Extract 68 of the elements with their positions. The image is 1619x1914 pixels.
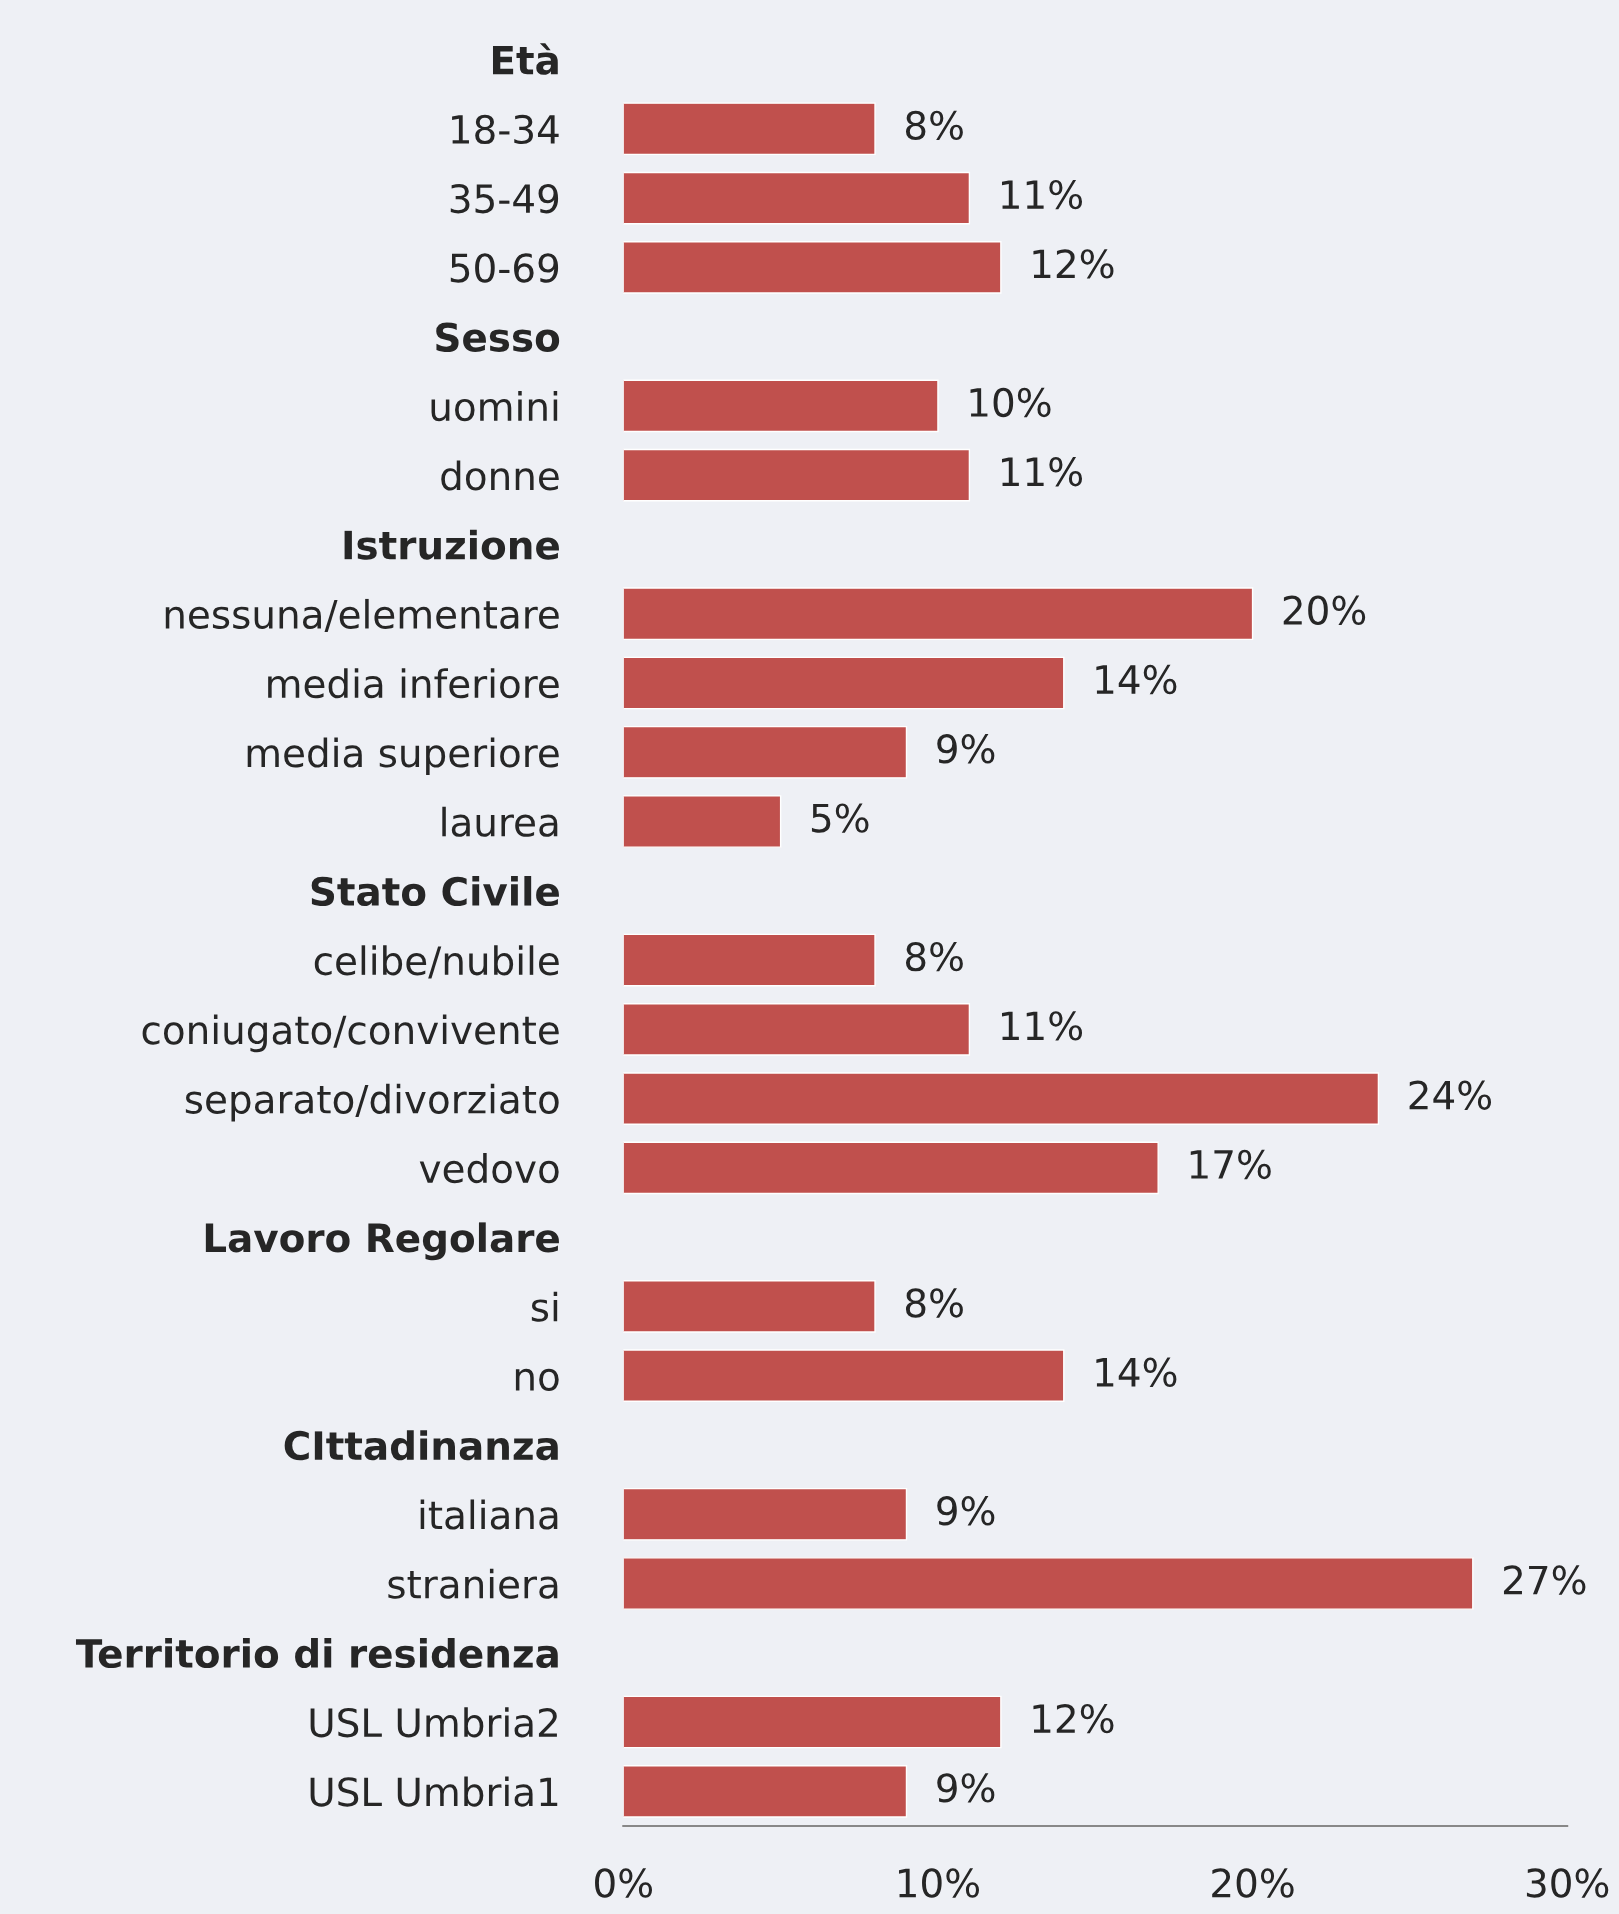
data-label: 14% xyxy=(1096,664,1177,695)
bar xyxy=(623,1764,908,1818)
x-tick-label: 20% xyxy=(1212,1868,1294,1898)
bar xyxy=(623,1487,908,1541)
data-label: 20% xyxy=(1283,595,1366,625)
y-tick-label: Sesso xyxy=(436,322,560,352)
y-tick-label: separato/divorziato xyxy=(185,1083,559,1122)
bar xyxy=(623,241,1002,294)
data-label: 24% xyxy=(1409,1080,1492,1110)
y-tick-label: coniugato/convivente xyxy=(142,1014,559,1053)
y-tick-label: celibe/nubile xyxy=(314,945,559,979)
x-tick-label: 30% xyxy=(1526,1868,1609,1898)
y-tick-label: si xyxy=(531,1291,558,1322)
bar xyxy=(623,1141,1159,1195)
bar xyxy=(623,1280,876,1333)
y-tick-label: laurea xyxy=(442,806,558,837)
y-tick-label: CIttadinanza xyxy=(284,1430,558,1461)
y-tick-label: media superiore xyxy=(247,737,559,776)
bar xyxy=(623,1072,1380,1125)
data-label: 5% xyxy=(811,803,869,833)
y-tick-label: italiana xyxy=(420,1499,558,1530)
y-tick-label: USL Umbria2 xyxy=(310,1707,557,1738)
x-tick-label: 0% xyxy=(595,1868,653,1898)
y-tick-label: nessuna/elementare xyxy=(165,598,559,633)
data-label: 8% xyxy=(905,941,963,972)
y-tick-label: 18-34 xyxy=(452,114,559,145)
y-tick-label: 35-49 xyxy=(450,183,559,214)
x-tick-label: 10% xyxy=(898,1868,980,1898)
bar xyxy=(623,102,876,156)
y-tick-label: Istruzione xyxy=(344,529,559,560)
data-label: 14% xyxy=(1096,1357,1177,1387)
data-label: 9% xyxy=(937,734,995,764)
data-label: 11% xyxy=(1001,457,1083,487)
bar xyxy=(623,1003,971,1056)
bar xyxy=(623,587,1254,641)
data-label: 9% xyxy=(937,1496,995,1526)
data-label: 8% xyxy=(905,110,963,141)
bar xyxy=(623,448,971,502)
data-label: 9% xyxy=(937,1773,995,1803)
y-tick-label: donne xyxy=(441,460,559,491)
y-tick-label: Lavoro Regolare xyxy=(205,1222,559,1261)
bar xyxy=(623,795,782,848)
data-label: 17% xyxy=(1190,1149,1271,1180)
bar xyxy=(623,656,1065,710)
y-tick-label: vedovo xyxy=(419,1153,559,1184)
data-label: 11% xyxy=(1001,179,1083,210)
y-tick-label: media inferiore xyxy=(268,668,559,699)
bar xyxy=(623,1349,1065,1403)
y-tick-label: USL Umbria1 xyxy=(310,1776,558,1807)
data-label: 11% xyxy=(1001,1011,1083,1041)
data-label: 12% xyxy=(1033,1703,1114,1734)
y-tick-label: uomini xyxy=(431,391,558,422)
data-label: 10% xyxy=(970,387,1051,418)
data-label: 27% xyxy=(1503,1565,1586,1595)
bar xyxy=(623,933,876,987)
y-tick-label: 50-69 xyxy=(450,253,559,283)
y-tick-label: no xyxy=(515,1368,559,1392)
y-tick-label: straniera xyxy=(388,1568,558,1599)
data-label: 12% xyxy=(1033,249,1114,279)
y-tick-label: Età xyxy=(492,43,558,75)
y-tick-label: Territorio di residenza xyxy=(75,1638,558,1669)
bar xyxy=(623,725,908,779)
bar xyxy=(623,1695,1002,1749)
bar xyxy=(623,379,939,433)
bar xyxy=(623,1557,1474,1610)
data-label: 8% xyxy=(905,1288,963,1318)
bar xyxy=(623,171,971,225)
y-tick-label: Stato Civile xyxy=(311,876,559,907)
